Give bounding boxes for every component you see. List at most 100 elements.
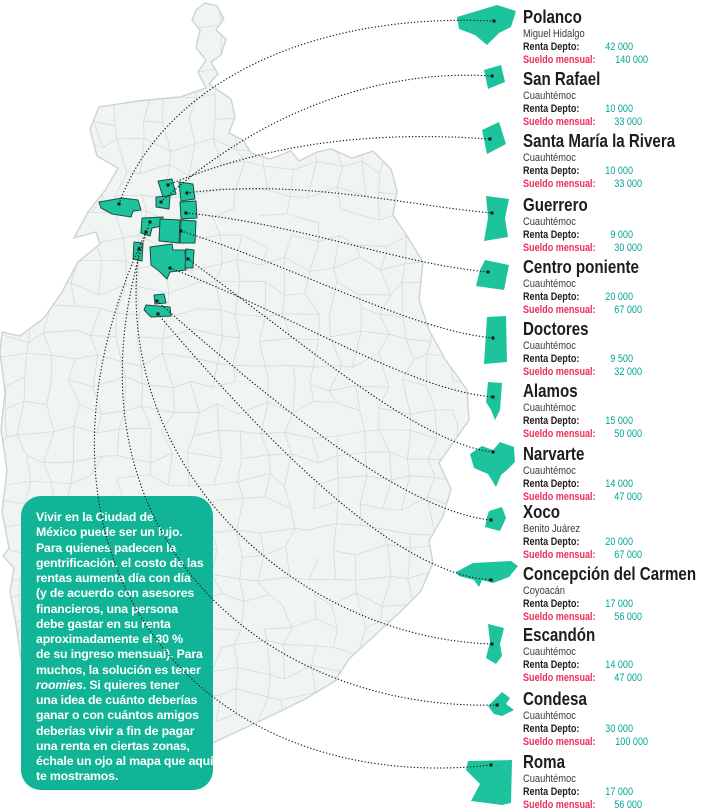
rent-row: Renta Depto: 9 500 xyxy=(523,353,633,365)
rent-row: Renta Depto: 17 000 xyxy=(523,786,633,798)
salary-label: Sueldo mensual: xyxy=(523,799,596,808)
salary-value: 47 000 xyxy=(614,491,643,504)
rent-row: Renta Depto: 20 000 xyxy=(523,536,633,548)
salary-row: Sueldo mensual: 56 000 xyxy=(523,611,642,623)
rent-value: 15 000 xyxy=(605,415,633,427)
entry-text: Xoco Benito Juárez Renta Depto: 20 000 S… xyxy=(523,503,642,562)
salary-value: 67 000 xyxy=(614,549,643,562)
borough-name: Cuauhtémoc xyxy=(523,773,576,785)
borough-name: Cuauhtémoc xyxy=(523,152,576,164)
neighborhood-shape-icon xyxy=(486,382,502,420)
neighborhood-shape-icon xyxy=(485,507,506,531)
rent-value: 14 000 xyxy=(605,478,633,490)
salary-value: 30 000 xyxy=(614,242,643,255)
neighborhood-name: Condesa xyxy=(523,689,587,709)
shape-polygon xyxy=(482,122,506,154)
entry-text: Guerrero Cuauhtémoc Renta Depto: 9 000 S… xyxy=(523,195,642,255)
rent-row: Renta Depto: 17 000 xyxy=(523,598,633,610)
salary-label: Sueldo mensual: xyxy=(523,304,596,317)
shape-polygon xyxy=(476,260,509,290)
rent-value: 20 000 xyxy=(605,536,633,548)
neighborhood-shape-icon xyxy=(484,65,505,89)
rent-value: 10 000 xyxy=(605,165,633,177)
shape-polygon xyxy=(485,507,506,531)
rent-row: Renta Depto: 14 000 xyxy=(523,478,633,490)
salary-label: Sueldo mensual: xyxy=(523,736,596,749)
salary-row: Sueldo mensual: 33 000 xyxy=(523,178,642,190)
borough-name: Cuauhtémoc xyxy=(523,710,576,722)
borough-name: Miguel Hidalgo xyxy=(523,28,585,40)
rent-label: Renta Depto: xyxy=(523,598,580,610)
rent-value: 30 000 xyxy=(605,723,633,735)
salary-label: Sueldo mensual: xyxy=(523,549,596,562)
salary-value: 47 000 xyxy=(614,672,643,685)
rent-row: Renta Depto: 14 000 xyxy=(523,659,633,671)
salary-row: Sueldo mensual: 30 000 xyxy=(523,242,642,255)
salary-label: Sueldo mensual: xyxy=(523,491,596,504)
rent-label: Renta Depto: xyxy=(523,291,580,303)
neighborhood-shape-icon xyxy=(484,316,507,364)
shape-polygon xyxy=(484,65,505,89)
salary-row: Sueldo mensual: 67 000 xyxy=(523,549,642,562)
entry-text: Alamos Cuauhtémoc Renta Depto: 15 000 Su… xyxy=(523,381,642,441)
borough-name: Benito Juárez xyxy=(523,523,581,535)
entry-text: Centro poniente Cuauhtémoc Renta Depto: … xyxy=(523,258,642,317)
salary-row: Sueldo mensual: 67 000 xyxy=(523,304,642,317)
neighborhood-name: San Rafael xyxy=(523,69,601,89)
salary-label: Sueldo mensual: xyxy=(523,242,596,255)
neighborhood-name: Santa María la Rivera xyxy=(523,131,676,151)
neighborhood-shape-icon xyxy=(457,5,516,45)
salary-row: Sueldo mensual: 140 000 xyxy=(523,54,648,67)
neighborhood-shape-icon xyxy=(476,260,509,290)
rent-value: 17 000 xyxy=(605,598,633,610)
neighborhood-name: Doctores xyxy=(523,319,589,339)
rent-label: Renta Depto: xyxy=(523,659,580,671)
salary-row: Sueldo mensual: 50 000 xyxy=(523,428,642,441)
salary-label: Sueldo mensual: xyxy=(523,672,596,685)
intro-line: te mostramos. xyxy=(36,769,119,784)
borough-name: Cuauhtémoc xyxy=(523,465,576,477)
neighborhood-name: Concepción del Carmen xyxy=(523,564,697,584)
rent-row: Renta Depto: 42 000 xyxy=(523,41,633,53)
entry-text: Polanco Miguel Hidalgo Renta Depto: 42 0… xyxy=(523,7,648,67)
salary-label: Sueldo mensual: xyxy=(523,428,596,441)
neighborhood-name: Narvarte xyxy=(523,444,585,464)
rent-value: 20 000 xyxy=(605,291,633,303)
shape-polygon xyxy=(466,760,512,805)
shape-polygon xyxy=(486,624,504,664)
neighborhood-shape-icon xyxy=(488,692,514,716)
salary-label: Sueldo mensual: xyxy=(523,366,596,379)
rent-label: Renta Depto: xyxy=(523,41,580,53)
neighborhood-name: Alamos xyxy=(523,381,578,401)
shape-polygon xyxy=(457,5,516,45)
salary-value: 56 000 xyxy=(614,611,643,624)
neighborhood-name: Polanco xyxy=(523,7,582,27)
salary-value: 32 000 xyxy=(614,366,643,379)
neighborhood-shape-icon xyxy=(456,561,518,587)
neighborhood-shape-icon xyxy=(470,442,515,487)
rent-label: Renta Depto: xyxy=(523,165,580,177)
shape-polygon xyxy=(470,442,515,487)
entry-text: San Rafael Cuauhtémoc Renta Depto: 10 00… xyxy=(523,69,642,129)
salary-label: Sueldo mensual: xyxy=(523,54,596,67)
borough-name: Cuauhtémoc xyxy=(523,90,576,102)
entry-text: Roma Cuauhtémoc Renta Depto: 17 000 Suel… xyxy=(523,753,642,808)
entry-text: Condesa Cuauhtémoc Renta Depto: 30 000 S… xyxy=(523,689,648,749)
borough-name: Cuauhtémoc xyxy=(523,646,576,658)
rent-row: Renta Depto: 9 000 xyxy=(523,229,633,241)
borough-name: Cuauhtémoc xyxy=(523,402,576,414)
rent-label: Renta Depto: xyxy=(523,478,580,490)
salary-value: 100 000 xyxy=(615,736,649,749)
neighborhood-name: Guerrero xyxy=(523,195,588,215)
rent-row: Renta Depto: 15 000 xyxy=(523,415,633,427)
salary-label: Sueldo mensual: xyxy=(523,116,596,129)
neighborhood-shape-icon xyxy=(466,760,512,805)
rent-label: Renta Depto: xyxy=(523,229,580,241)
salary-row: Sueldo mensual: 47 000 xyxy=(523,672,642,685)
rent-value: 17 000 xyxy=(605,786,633,798)
rent-label: Renta Depto: xyxy=(523,103,580,115)
borough-name: Cuauhtémoc xyxy=(523,216,576,228)
salary-row: Sueldo mensual: 100 000 xyxy=(523,736,648,749)
